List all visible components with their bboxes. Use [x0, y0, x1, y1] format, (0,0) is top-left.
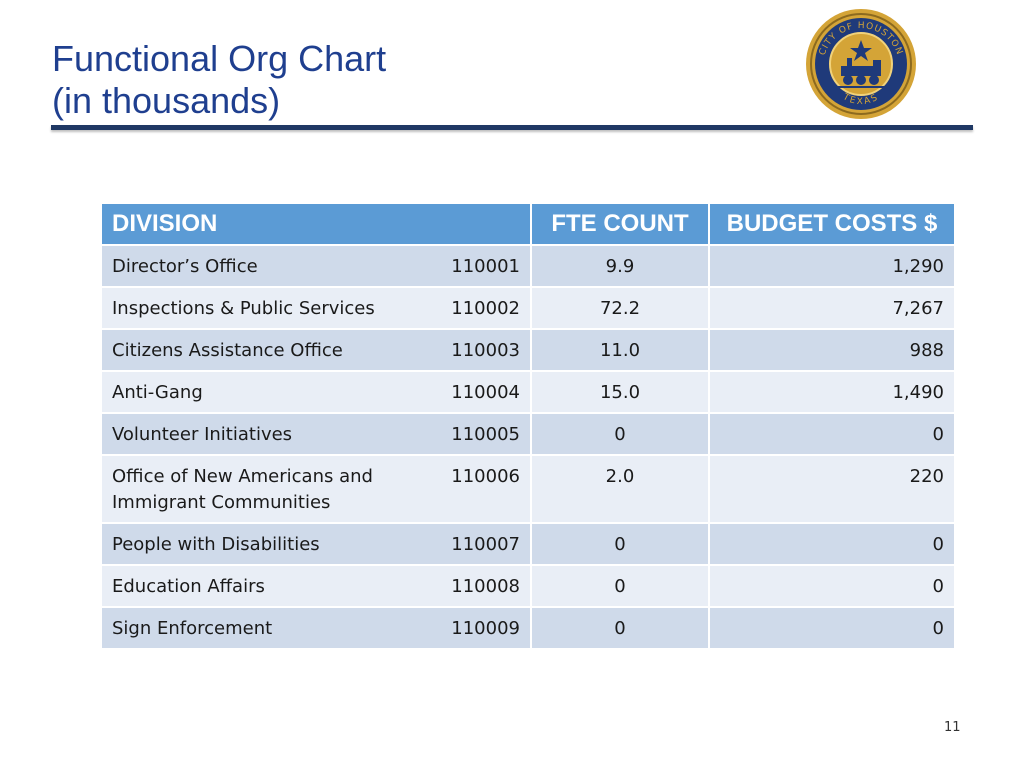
- budget-cost: 1,290: [708, 244, 956, 288]
- division-code: 110008: [451, 576, 520, 597]
- budget-cost: 220: [708, 454, 956, 524]
- table-row: Director’s Office 110001 9.9 1,290: [100, 244, 956, 288]
- table-header-row: DIVISION FTE COUNT BUDGET COSTS $: [100, 202, 956, 246]
- division-code: 110003: [451, 340, 520, 361]
- table-row: Inspections & Public Services 110002 72.2…: [100, 286, 956, 330]
- division-code: 110001: [451, 256, 520, 277]
- budget-cost: 7,267: [708, 286, 956, 330]
- division-code: 110002: [451, 298, 520, 319]
- fte-count: 11.0: [530, 328, 710, 372]
- fte-count: 0: [530, 606, 710, 650]
- table-row: Education Affairs 110008 0 0: [100, 564, 956, 608]
- table-row: Anti-Gang 110004 15.0 1,490: [100, 370, 956, 414]
- fte-count: 2.0: [530, 454, 710, 524]
- division-name: Volunteer Initiatives: [112, 424, 293, 445]
- division-name: Sign Enforcement: [112, 618, 273, 639]
- division-name: Director’s Office: [112, 256, 258, 277]
- budget-cost: 988: [708, 328, 956, 372]
- page-number: 11: [944, 720, 961, 735]
- table-row: Volunteer Initiatives 110005 0 0: [100, 412, 956, 456]
- fte-count: 0: [530, 522, 710, 566]
- table-row: Citizens Assistance Office 110003 11.0 98…: [100, 328, 956, 372]
- division-name: Office of New Americans and Immigrant Co…: [112, 466, 373, 513]
- header-division: DIVISION: [100, 202, 532, 246]
- budget-cost: 0: [708, 606, 956, 650]
- division-name: Citizens Assistance Office: [112, 340, 343, 361]
- division-code: 110005: [451, 424, 520, 445]
- fte-count: 72.2: [530, 286, 710, 330]
- table-row: People with Disabilities 110007 0 0: [100, 522, 956, 566]
- title-underline: [51, 125, 973, 130]
- fte-count: 15.0: [530, 370, 710, 414]
- functional-org-table: DIVISION FTE COUNT BUDGET COSTS $ Direct…: [100, 202, 956, 650]
- division-name: Anti-Gang: [112, 382, 203, 403]
- fte-count: 0: [530, 564, 710, 608]
- table-row: Sign Enforcement 110009 0 0: [100, 606, 956, 650]
- table-row: Office of New Americans and Immigrant Co…: [100, 454, 956, 524]
- division-name: Education Affairs: [112, 576, 265, 597]
- budget-cost: 1,490: [708, 370, 956, 414]
- budget-cost: 0: [708, 564, 956, 608]
- division-name: People with Disabilities: [112, 534, 320, 555]
- division-name: Inspections & Public Services: [112, 298, 375, 319]
- fte-count: 9.9: [530, 244, 710, 288]
- page-title: Functional Org Chart (in thousands): [52, 38, 386, 122]
- division-code: 110009: [451, 618, 520, 639]
- city-seal-logo: CITY OF HOUSTON TEXAS: [806, 9, 916, 119]
- fte-count: 0: [530, 412, 710, 456]
- budget-cost: 0: [708, 412, 956, 456]
- header-budget-costs: BUDGET COSTS $: [708, 202, 956, 246]
- division-code: 110006: [451, 466, 520, 487]
- header-fte-count: FTE COUNT: [530, 202, 710, 246]
- division-code: 110007: [451, 534, 520, 555]
- title-line-2: (in thousands): [52, 80, 281, 121]
- title-line-1: Functional Org Chart: [52, 38, 387, 79]
- budget-cost: 0: [708, 522, 956, 566]
- division-code: 110004: [451, 382, 520, 403]
